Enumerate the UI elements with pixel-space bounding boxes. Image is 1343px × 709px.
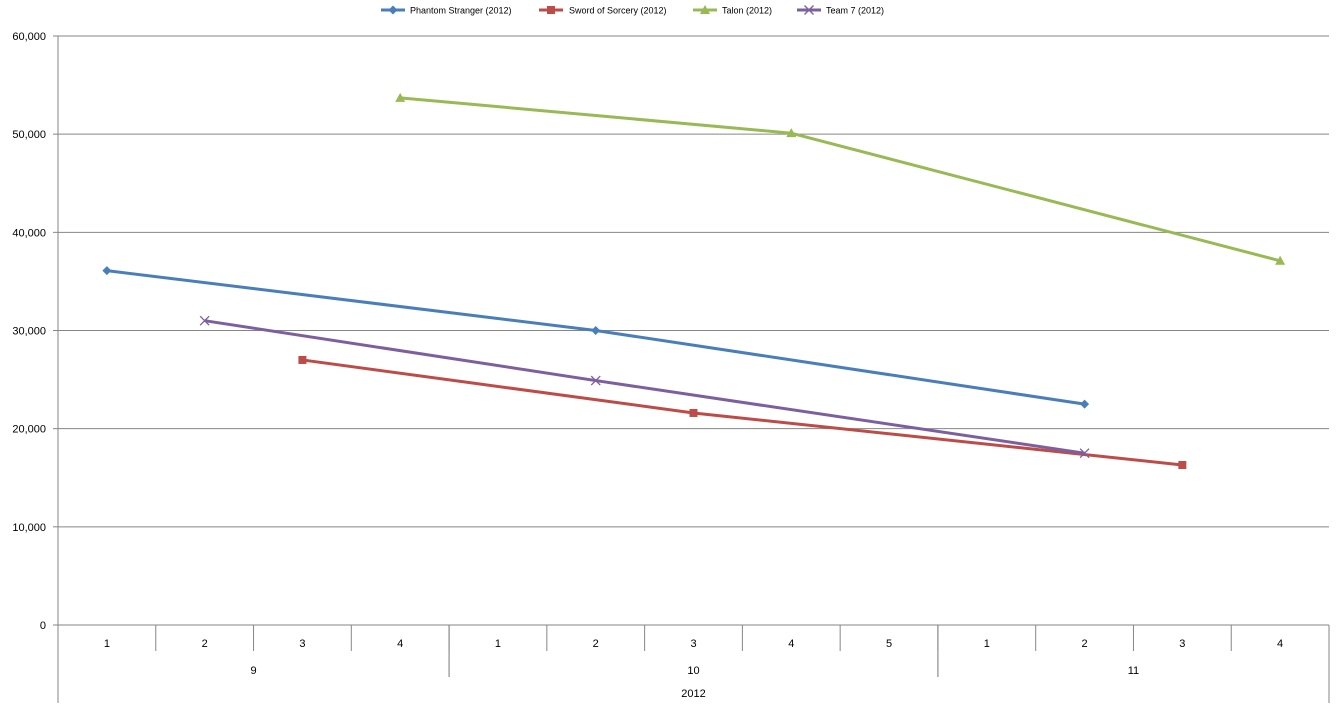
series-0 <box>102 266 1090 409</box>
x-tick-label-week: 3 <box>1179 638 1185 650</box>
x-tick-label-week: 4 <box>397 638 403 650</box>
legend-item: Team 7 (2012) <box>797 5 884 16</box>
x-tick-label-week: 3 <box>299 638 305 650</box>
data-point <box>395 92 406 102</box>
data-point <box>591 326 601 335</box>
x-tick-label-month: 10 <box>687 665 699 677</box>
x-tick-label-week: 2 <box>1082 638 1088 650</box>
data-point <box>1275 255 1286 265</box>
y-tick-label: 10,000 <box>12 522 46 534</box>
data-point <box>298 355 307 364</box>
series-3 <box>199 315 1090 459</box>
legend-label: Sword of Sorcery (2012) <box>569 6 667 16</box>
data-point <box>1178 460 1187 469</box>
plot-area <box>102 92 1286 469</box>
legend-marker <box>804 5 814 15</box>
legend-item: Phantom Stranger (2012) <box>381 5 512 16</box>
legend-label: Phantom Stranger (2012) <box>410 6 512 16</box>
x-tick-label-week: 1 <box>104 638 110 650</box>
y-tick-label: 20,000 <box>12 424 46 436</box>
x-tick-label-month: 11 <box>1128 665 1139 677</box>
x-tick-label-week: 4 <box>1277 638 1283 650</box>
legend-label: Talon (2012) <box>722 6 772 16</box>
data-point <box>689 408 698 417</box>
y-tick-label: 40,000 <box>12 227 46 239</box>
data-point <box>1080 399 1090 409</box>
x-axis: 1 2 3 4 1 2 3 4 5 1 2 3 4 9 10 11 2012 <box>57 624 1330 703</box>
data-point <box>786 128 797 138</box>
series-line <box>106 269 1085 406</box>
legend-marker <box>700 5 710 14</box>
series-1 <box>298 355 1187 469</box>
x-tick-label-week: 2 <box>593 638 599 650</box>
y-tick-label: 50,000 <box>12 129 46 141</box>
series-2 <box>395 92 1286 265</box>
series-line <box>400 96 1281 263</box>
x-tick-label-year: 2012 <box>681 688 705 700</box>
x-tick-label-week: 2 <box>202 638 208 650</box>
y-tick-label: 60,000 <box>12 31 46 43</box>
data-point <box>199 315 210 326</box>
data-point <box>102 266 112 276</box>
y-tick-label: 0 <box>40 620 46 632</box>
legend: Phantom Stranger (2012) Sword of Sorcery … <box>381 5 884 16</box>
legend-item: Talon (2012) <box>693 5 772 16</box>
x-tick-label-week: 3 <box>690 638 696 650</box>
legend-marker <box>388 5 398 15</box>
y-tick-label: 30,000 <box>12 326 46 338</box>
x-tick-label-week: 5 <box>886 638 892 650</box>
x-tick-label-week: 1 <box>495 638 501 650</box>
x-tick-label-week: 1 <box>984 638 990 650</box>
data-point <box>1079 448 1090 459</box>
legend-marker <box>547 6 555 14</box>
series-line <box>204 319 1085 455</box>
legend-label: Team 7 (2012) <box>826 6 884 16</box>
x-tick-label-week: 4 <box>788 638 794 650</box>
x-tick-label-month: 9 <box>250 665 256 677</box>
y-axis: 0 10,000 20,000 30,000 40,000 50,000 60,000 <box>12 31 59 632</box>
data-point <box>590 375 601 386</box>
legend-item: Sword of Sorcery (2012) <box>539 6 667 16</box>
